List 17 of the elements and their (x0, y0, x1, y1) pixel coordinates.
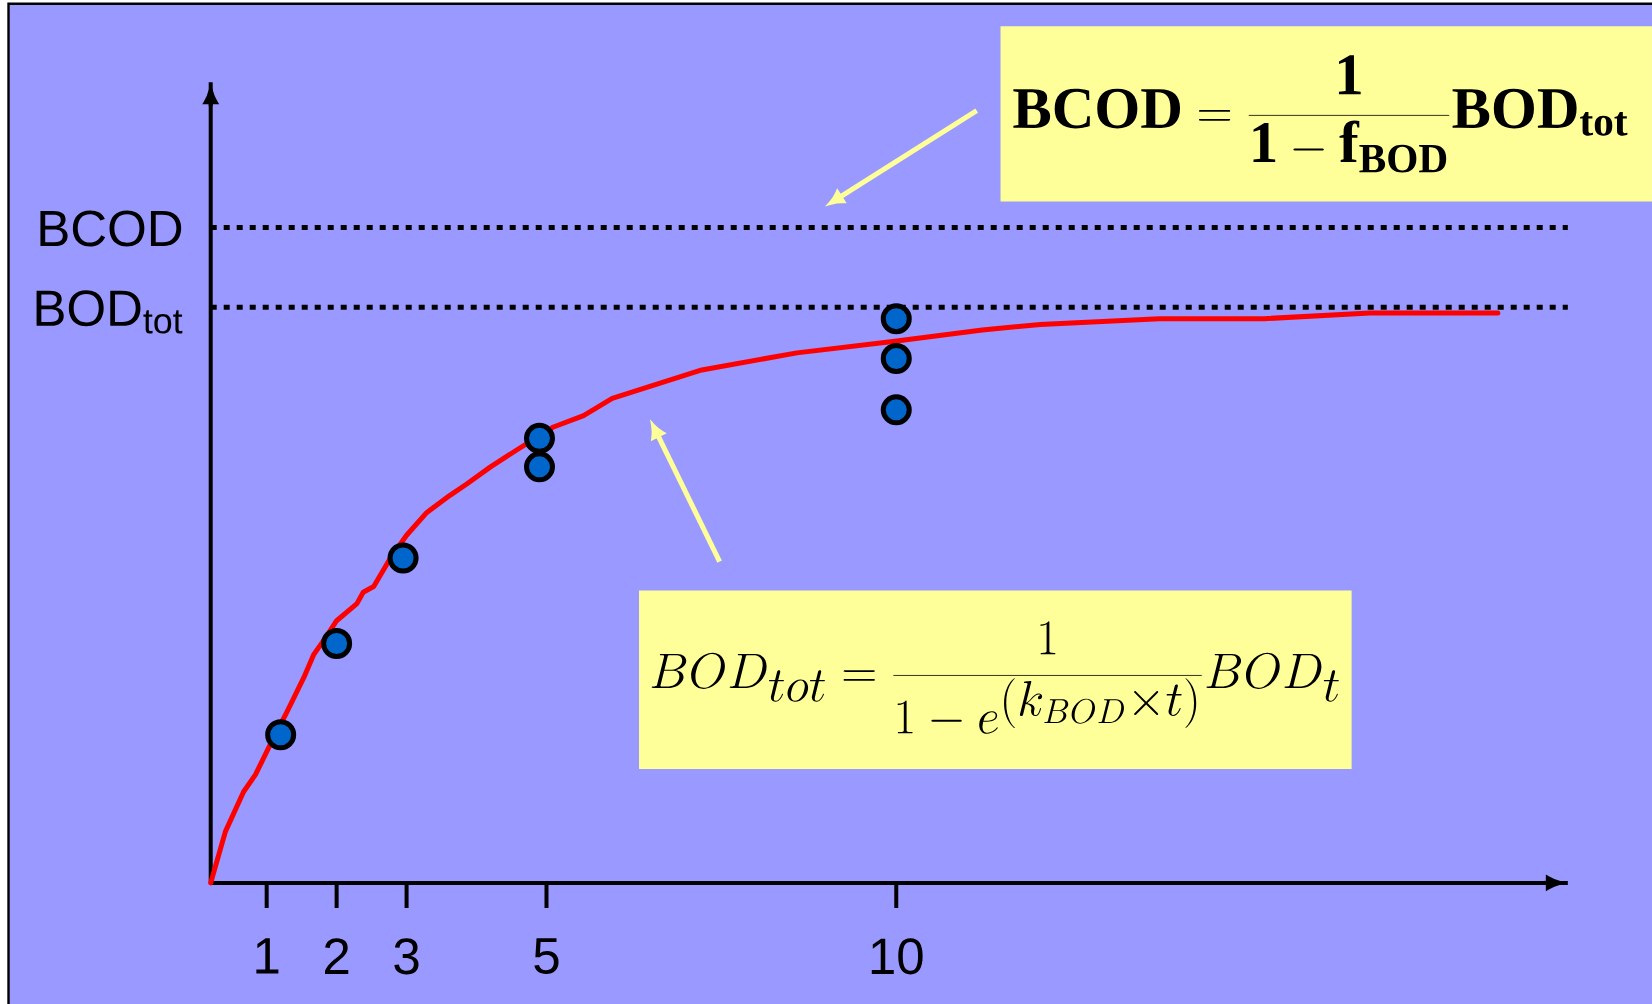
annotation: $BOD_{tot}=\frac{1}{1-e^{(k_{BOD}\times t)}}BOD_{t}$ (651, 621, 1339, 734)
point (524, 422, 555, 454)
point (880, 394, 912, 426)
x-tick-label: 5 (534, 938, 559, 974)
point (524, 451, 555, 483)
ref-line-label: BCOD (40, 210, 182, 247)
point (880, 343, 912, 375)
x-tick-label: 1 (256, 938, 279, 974)
point (387, 542, 419, 574)
text: $\mathbf{BCOD}=\frac{\mathbf{1}}{\mathbf{1}-\mathbf{f}_{\mathbf{BOD}}}\mathbf{BOD}_{\mathbf{tot}}$ (1013, 55, 1628, 173)
x-tick-label: 10 (871, 938, 923, 975)
x-tick-label: 2 (325, 938, 349, 974)
point (321, 628, 353, 660)
point (880, 303, 912, 335)
point (265, 719, 297, 751)
x-tick-label: 3 (394, 938, 419, 975)
ref-line-label: BOD$_{tot}$ (36, 290, 183, 334)
